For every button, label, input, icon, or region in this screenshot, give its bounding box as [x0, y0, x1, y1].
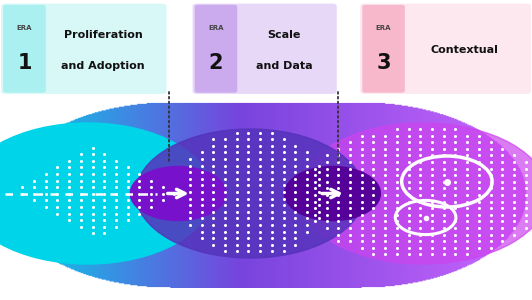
FancyBboxPatch shape: [360, 4, 531, 94]
Text: Scale: Scale: [267, 30, 301, 40]
Circle shape: [285, 167, 380, 220]
Circle shape: [130, 167, 226, 220]
Text: ERA: ERA: [16, 25, 32, 31]
Circle shape: [0, 123, 213, 264]
Text: Contextual: Contextual: [431, 46, 498, 56]
FancyBboxPatch shape: [195, 5, 237, 93]
Text: 2: 2: [209, 53, 223, 73]
Text: ERA: ERA: [376, 25, 392, 31]
FancyBboxPatch shape: [1, 4, 167, 94]
Text: and Data: and Data: [255, 61, 312, 71]
Text: 3: 3: [376, 53, 391, 73]
Text: Proliferation: Proliferation: [63, 30, 143, 40]
FancyBboxPatch shape: [362, 5, 405, 93]
FancyBboxPatch shape: [3, 5, 46, 93]
Circle shape: [136, 129, 364, 258]
Text: 1: 1: [17, 53, 32, 73]
Text: and Adoption: and Adoption: [61, 61, 145, 71]
Circle shape: [298, 123, 532, 264]
Text: ERA: ERA: [208, 25, 224, 31]
FancyBboxPatch shape: [193, 4, 337, 94]
